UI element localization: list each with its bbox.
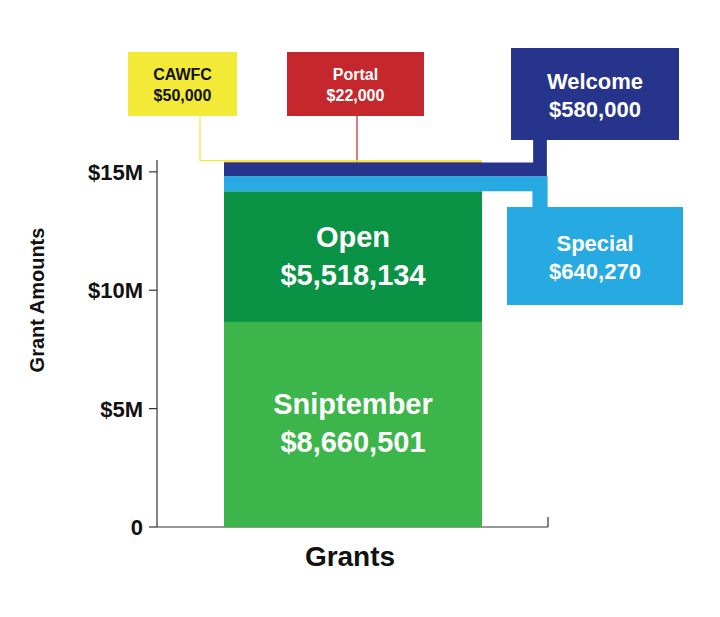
y-tick <box>149 408 157 409</box>
callout-box <box>507 207 683 305</box>
y-tick-label: 0 <box>131 515 143 540</box>
y-axis <box>156 160 157 527</box>
y-axis-title: Grant Amounts <box>26 228 48 373</box>
segment-name: Sniptember <box>273 388 433 420</box>
connectors <box>200 116 540 207</box>
callout-name: CAWFC <box>153 66 212 83</box>
callout-connector <box>356 116 357 162</box>
bar-segment <box>224 322 482 527</box>
page: {"chart_data": {"type": "bar", "stacked"… <box>0 0 720 617</box>
bar-segment <box>224 161 482 163</box>
data-label: $640,270 <box>549 259 641 284</box>
x-axis-end <box>547 517 548 527</box>
y-tick-label: $15M <box>88 160 143 185</box>
callout-connector <box>482 184 540 207</box>
bars <box>224 161 482 527</box>
callout-name: Special <box>556 231 633 256</box>
data-label: $8,660,501 <box>280 426 425 458</box>
callout-box <box>511 48 679 140</box>
callout-box <box>128 52 237 116</box>
bar-segment <box>224 176 482 191</box>
callout-name: Portal <box>333 66 378 83</box>
bar-segment <box>224 191 482 322</box>
data-label: $22,000 <box>327 87 385 104</box>
data-label: $5,518,134 <box>280 259 425 291</box>
y-tick <box>149 526 157 527</box>
bar-segment <box>224 162 482 176</box>
callout-connector <box>200 116 482 161</box>
callout-connector <box>482 140 540 169</box>
data-label: $50,000 <box>154 87 212 104</box>
x-axis-title: Grants <box>305 541 395 572</box>
segment-name: Open <box>316 221 390 253</box>
callout-box <box>287 52 424 116</box>
data-label: $580,000 <box>549 97 641 122</box>
y-tick-label: $10M <box>88 278 143 303</box>
y-tick-label: $5M <box>100 397 143 422</box>
chart: 0 $5M $10M $15M Grant Amounts Grants Sniptembe… <box>0 0 720 617</box>
callout-name: Welcome <box>547 69 643 94</box>
labels: Sniptember $8,660,501 Open $5,518,134 Specia… <box>128 48 683 458</box>
y-tick <box>149 171 157 172</box>
y-tick <box>149 290 157 291</box>
